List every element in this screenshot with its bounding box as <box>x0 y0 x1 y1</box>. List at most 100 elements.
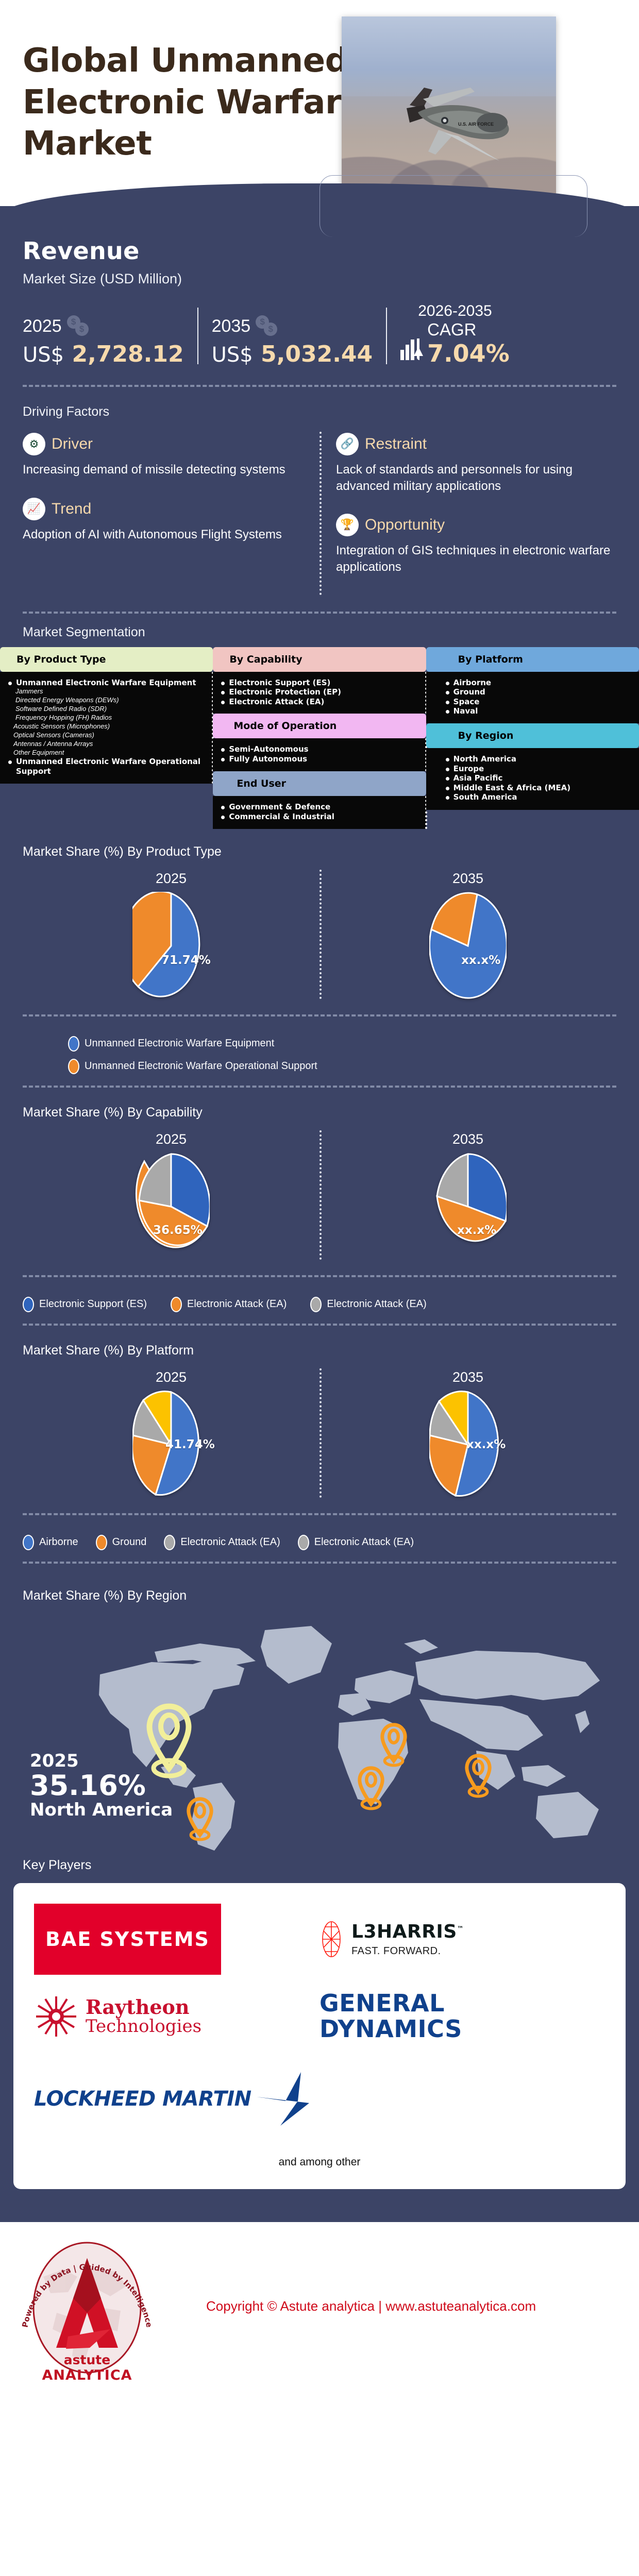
segment-item[interactable]: Europe <box>445 764 633 774</box>
legend-item[interactable]: Electronic Attack (EA) <box>297 1534 414 1550</box>
legend-item[interactable]: Unmanned Electronic Warfare Equipment <box>68 1036 594 1052</box>
chain-link-icon: 🔗 <box>336 433 359 455</box>
map-pin-north-america[interactable] <box>144 1703 194 1783</box>
drone-illustration: U.S. AIR FORCE <box>407 88 509 161</box>
company-general-dynamics[interactable]: GENERAL DYNAMICS <box>320 1978 605 2055</box>
pie-chart[interactable]: xx.x% <box>429 1153 507 1261</box>
legend-item[interactable]: Airborne <box>23 1534 78 1550</box>
segment-item-label: South America <box>453 792 517 802</box>
astute-analytica-logo: Powered by Data | Guided by Intelligence… <box>20 2242 154 2383</box>
legend-item[interactable]: Electronic Attack (EA) <box>310 1296 427 1312</box>
base-year-label: 2025 <box>23 316 62 336</box>
pie-2025: 2025 41.74% <box>23 1369 320 1499</box>
segment-subitem[interactable]: Antennas / Antenna Arrays <box>13 739 93 748</box>
segment-item-label: Semi-Autonomous <box>229 744 309 754</box>
legend-label: Unmanned Electronic Warfare Equipment <box>85 1038 275 1049</box>
legend-label: Electronic Attack (EA) <box>187 1298 287 1310</box>
segment-item[interactable]: North America <box>445 754 633 764</box>
segment-item[interactable]: Airborne <box>445 678 633 688</box>
legend-item[interactable]: Electronic Support (ES) <box>23 1296 147 1312</box>
map-pin-south-america[interactable] <box>186 1796 214 1846</box>
legend-item[interactable]: Ground <box>95 1534 146 1550</box>
hero-rounded-frame <box>320 175 587 237</box>
factor-name: Opportunity <box>365 516 445 534</box>
segment-body: Government & Defence Commercial & Indust… <box>213 796 427 829</box>
segment-subitem[interactable]: Software Defined Radio (SDR) <box>15 705 107 713</box>
segment-item[interactable]: Fully Autonomous <box>221 754 419 764</box>
bullet-dot <box>221 816 225 820</box>
factor-driver: ⚙ Driver Increasing demand of missile de… <box>23 433 304 478</box>
segment-subitem[interactable]: Jammers <box>15 687 43 696</box>
segment-item[interactable]: Commercial & Industrial <box>221 812 419 822</box>
legend-swatch <box>310 1296 322 1312</box>
cagr-period: 2026-2035 <box>418 302 492 319</box>
divider-1 <box>197 308 198 364</box>
company-l3harris[interactable]: L3HARRIS™ FAST. FORWARD. <box>320 1901 605 1978</box>
company-lockheed-martin[interactable]: LOCKHEED MARTIN <box>34 2055 605 2143</box>
map-pin-asia-pacific[interactable] <box>464 1753 493 1803</box>
segment-column-product-type: By Product Type Unmanned Electronic Warf… <box>0 647 214 829</box>
cagr-label: CAGR <box>427 320 477 339</box>
segment-subitem[interactable]: Directed Energy Weapons (DEWs) <box>15 696 119 704</box>
segment-item-label: Unmanned Electronic Warfare Operational … <box>16 757 201 776</box>
coin-stack-icon: $ $ <box>256 314 279 338</box>
segment-item[interactable]: Unmanned Electronic Warfare Operational … <box>8 757 207 776</box>
legend-item[interactable]: Electronic Attack (EA) <box>164 1534 280 1550</box>
legend-item[interactable]: Electronic Attack (EA) <box>170 1296 287 1312</box>
base-year-value: 2,728.12 <box>72 341 184 367</box>
segment-subitem[interactable]: Acoustic Sensors (Microphones) <box>13 722 110 730</box>
segment-item[interactable]: Electronic Attack (EA) <box>221 697 419 707</box>
segment-item[interactable]: Unmanned Electronic Warfare Equipment <box>8 678 207 688</box>
revenue-subheading: Market Size (USD Million) <box>23 271 182 286</box>
segment-body: Airborne Ground Space Naval <box>426 671 639 724</box>
segment-item[interactable]: Asia Pacific <box>445 773 633 783</box>
map-pin-europe[interactable] <box>379 1722 408 1772</box>
segment-item[interactable]: Electronic Support (ES) <box>221 678 419 688</box>
legend-item[interactable]: Unmanned Electronic Warfare Operational … <box>68 1058 594 1074</box>
pie-chart[interactable]: xx.x% <box>429 892 507 1000</box>
segment-subitem[interactable]: Other Equipment <box>13 748 64 756</box>
segment-subitem[interactable]: Optical Sensors (Cameras) <box>13 731 94 739</box>
chart-title: Market Share (%) By Platform <box>23 1343 194 1358</box>
segment-item[interactable]: Semi-Autonomous <box>221 744 419 754</box>
segment-item-label: Naval <box>453 706 478 716</box>
general-dynamics-name2: DYNAMICS <box>320 2014 462 2043</box>
segment-item[interactable]: Middle East & Africa (MEA) <box>445 783 633 793</box>
segment-header: Mode of Operation <box>213 714 426 739</box>
company-raytheon-technologies[interactable]: Raytheon Technologies <box>34 1978 320 2055</box>
growth-arrow-icon <box>400 327 424 360</box>
forecast-year-value-row: US$ 5,032.44 <box>212 341 373 367</box>
bullet-dot <box>445 786 449 790</box>
segment-item-label: Space <box>453 697 480 706</box>
segment-item[interactable]: Ground <box>445 687 633 697</box>
segment-subitem[interactable]: Frequency Hopping (FH) Radios <box>15 713 112 721</box>
company-bae-systems[interactable]: BAE SYSTEMS <box>34 1901 320 1978</box>
segment-item-label: Ground <box>453 687 485 697</box>
segment-item[interactable]: Space <box>445 697 633 707</box>
region-highlight-stat: 2025 35.16% North America <box>30 1751 173 1820</box>
map-pin-middle-east-africa[interactable] <box>357 1765 385 1815</box>
world-map[interactable]: 2025 35.16% North America <box>23 1613 616 1855</box>
segment-item[interactable]: Naval <box>445 706 633 716</box>
legend-label: Electronic Attack (EA) <box>180 1536 280 1548</box>
chart-title: Market Share (%) By Capability <box>23 1105 203 1120</box>
pie-chart[interactable]: 71.74% <box>132 891 211 1000</box>
pie-chart[interactable]: xx.x% <box>429 1390 507 1499</box>
chart-product-type: Market Share (%) By Product Type 2025 71… <box>0 829 639 1074</box>
dark-body: Revenue Market Size (USD Million) 2025 $… <box>0 175 639 2222</box>
factor-text: Lack of standards and personnels for usi… <box>336 463 573 493</box>
pie-chart[interactable]: 41.74% <box>132 1390 215 1499</box>
segment-body: Electronic Support (ES) Electronic Prote… <box>213 671 427 714</box>
segment-header: By Platform <box>426 647 639 672</box>
segment-column-platform-region: By Platform Airborne Ground Space Naval … <box>426 647 639 829</box>
segment-item[interactable]: South America <box>445 792 633 802</box>
factor-name: Restraint <box>365 435 427 452</box>
pie-chart[interactable]: 36.65% <box>132 1153 210 1261</box>
segment-item-label: North America <box>453 754 516 764</box>
legend-swatch <box>23 1534 34 1550</box>
legend-label: Electronic Attack (EA) <box>327 1298 427 1310</box>
segment-item[interactable]: Government & Defence <box>221 802 419 812</box>
pie-2025: 2025 36.65% <box>23 1131 320 1261</box>
segment-item[interactable]: Electronic Protection (EP) <box>221 687 419 697</box>
